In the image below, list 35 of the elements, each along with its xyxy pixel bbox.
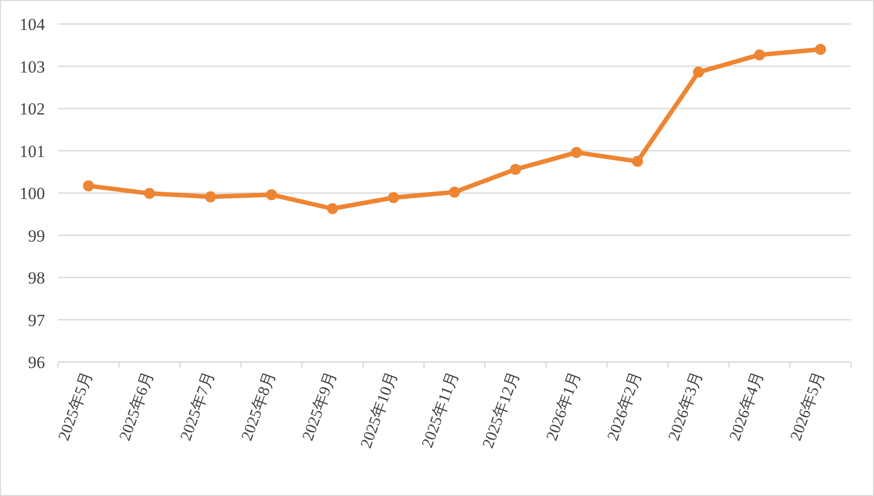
point	[83, 180, 94, 192]
point	[449, 186, 460, 198]
x-tick-label: 2026年1月	[544, 370, 584, 444]
y-tick-label: 101	[20, 142, 45, 161]
y-tick-label: 103	[20, 57, 45, 76]
x-tick-label: 2026年3月	[666, 370, 706, 444]
point	[144, 188, 155, 199]
y-tick-label: 102	[20, 100, 45, 118]
y-tick-label: 96	[28, 353, 45, 372]
y-tick-label: 97	[28, 310, 46, 330]
y-tick-label: 104	[20, 15, 46, 34]
point	[632, 156, 643, 167]
x-tick-label: 2025年5月	[56, 370, 96, 444]
x-tick-label: 2026年4月	[726, 370, 768, 444]
x-tick-label: 2025年9月	[300, 370, 340, 444]
point	[571, 146, 582, 158]
x-tick-label: 2026年2月	[604, 370, 646, 444]
point	[205, 191, 216, 202]
y-tick-label: 99	[28, 226, 45, 246]
point	[693, 66, 704, 78]
x-tick-label: 2025年10月	[358, 370, 402, 451]
point	[754, 49, 765, 60]
x-tick-label: 2025年12月	[480, 370, 524, 451]
x-tick-label: 2025年8月	[238, 370, 280, 444]
x-tick-label: 2026年5月	[788, 370, 828, 444]
point	[815, 44, 826, 55]
point	[266, 189, 277, 200]
y-tick-label: 100	[20, 184, 45, 203]
x-tick-label: 2025年7月	[178, 370, 218, 444]
y-tick-label: 98	[28, 268, 45, 288]
point	[388, 192, 399, 204]
point	[510, 164, 521, 175]
point	[327, 203, 338, 214]
x-tick-label: 2025年6月	[116, 370, 158, 444]
x-tick-label: 2025年11月	[419, 370, 462, 450]
